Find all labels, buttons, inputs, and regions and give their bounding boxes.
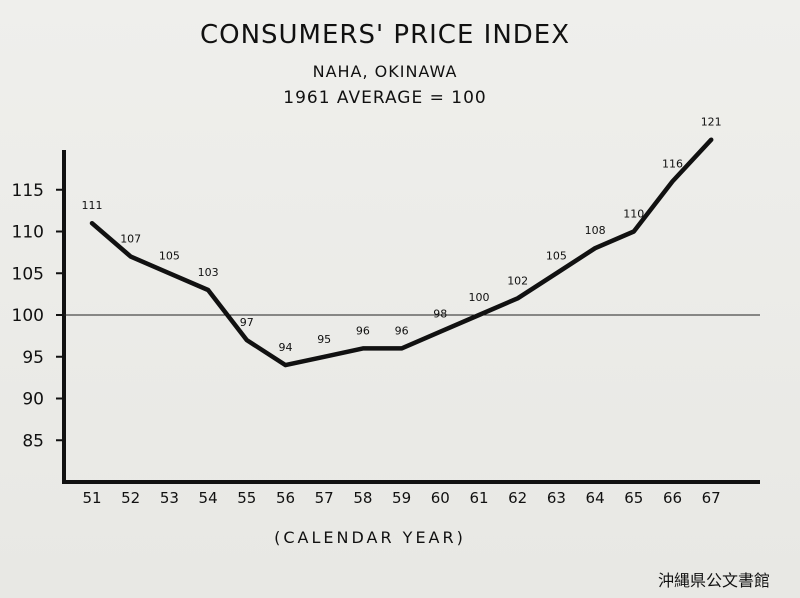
x-tick-label: 51	[82, 489, 101, 507]
point-labels: 111 107 105 103 97 94 95 96 96 98 100 102 105 108 110 1…	[82, 116, 722, 354]
x-axis-ticks: 51 52 53 54 55 56 57 58 59 60 61 62 63 64 65 66 67	[82, 489, 720, 507]
point-label: 96	[356, 324, 370, 337]
x-tick-label: 65	[624, 489, 643, 507]
chart-title: CONSUMERS' PRICE INDEX	[199, 20, 571, 50]
y-tick-label: 85	[22, 431, 44, 451]
point-label: 103	[198, 266, 219, 279]
point-label: 98	[433, 308, 447, 321]
x-tick-label: 67	[702, 489, 721, 507]
x-tick-label: 54	[199, 489, 218, 507]
archive-stamp: 沖縄県公文書館	[657, 571, 770, 590]
y-tick-label: 110	[12, 223, 44, 243]
x-tick-label: 62	[508, 489, 527, 507]
point-label: 95	[317, 333, 331, 346]
point-label: 100	[469, 291, 490, 304]
point-label: 116	[662, 157, 683, 170]
x-tick-label: 61	[469, 489, 488, 507]
y-tick-label: 95	[22, 348, 44, 368]
x-tick-label: 57	[315, 489, 334, 507]
series-cpi	[89, 137, 714, 368]
x-tick-label: 52	[121, 489, 140, 507]
chart-subtitle-base: 1961 AVERAGE = 100	[283, 88, 487, 108]
chart-subtitle-location: NAHA, OKINAWA	[312, 62, 458, 81]
point-label: 108	[585, 224, 606, 237]
x-tick-label: 59	[392, 489, 411, 507]
point-label: 107	[120, 233, 141, 246]
point-label: 111	[82, 199, 103, 212]
x-tick-label: 63	[547, 489, 566, 507]
x-tick-label: 60	[431, 489, 450, 507]
y-tick-label: 100	[12, 306, 44, 326]
x-tick-label: 58	[353, 489, 372, 507]
point-label: 105	[546, 249, 567, 262]
x-tick-label: 66	[663, 489, 682, 507]
series-line	[89, 137, 714, 368]
point-label: 97	[240, 316, 254, 329]
y-tick-label: 105	[12, 264, 44, 284]
point-label: 105	[159, 249, 180, 262]
point-label: 110	[623, 208, 644, 221]
x-axis-label: (CALENDAR YEAR)	[274, 528, 466, 547]
point-label: 96	[395, 324, 409, 337]
point-label: 94	[279, 341, 293, 354]
x-tick-label: 53	[160, 489, 179, 507]
y-tick-label: 115	[12, 181, 44, 201]
x-tick-label: 55	[237, 489, 256, 507]
point-label: 121	[701, 116, 722, 129]
x-tick-label: 56	[276, 489, 295, 507]
point-label: 102	[507, 274, 528, 287]
y-tick-label: 90	[22, 390, 44, 410]
y-axis-ticks: 85 90 95 100 105 110 115	[12, 181, 64, 451]
x-tick-label: 64	[586, 489, 605, 507]
chart-axes	[62, 150, 760, 484]
